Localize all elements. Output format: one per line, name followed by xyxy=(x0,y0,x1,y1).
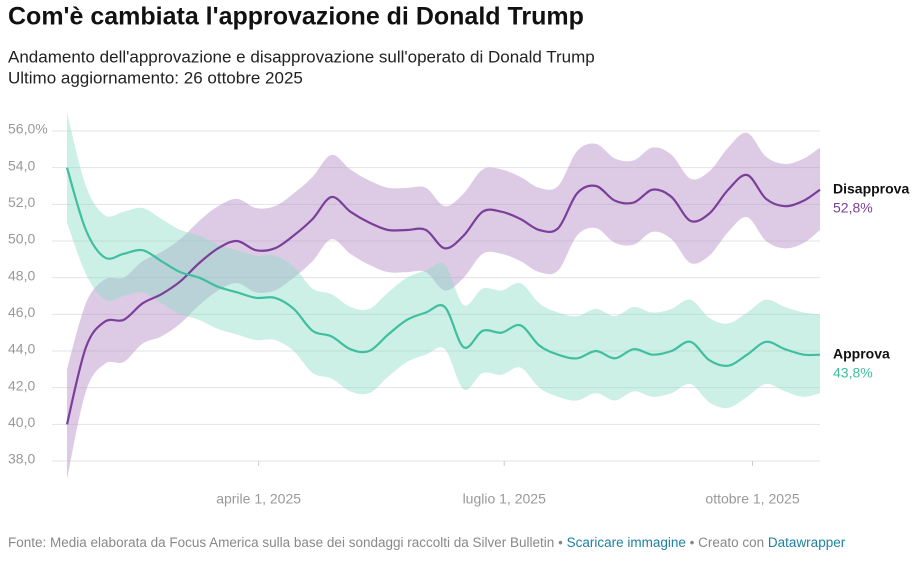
y-tick-label: 44,0 xyxy=(8,341,35,357)
chart-subtitle: Andamento dell'approvazione e disapprova… xyxy=(8,47,595,66)
confidence-band xyxy=(67,132,820,480)
confidence-band xyxy=(67,112,820,409)
x-tick-label: aprile 1, 2025 xyxy=(216,491,301,507)
separator: • xyxy=(558,535,563,550)
y-tick-label: 42,0 xyxy=(8,377,35,393)
y-tick-label: 50,0 xyxy=(8,231,35,247)
chart-title: Com'è cambiata l'approvazione di Donald … xyxy=(8,3,584,31)
y-tick-label: 56,0% xyxy=(8,121,48,137)
download-link[interactable]: Scaricare immagine xyxy=(567,535,686,550)
x-tick-label: luglio 1, 2025 xyxy=(463,491,547,507)
source-note: Fonte: Media elaborata da Focus America … xyxy=(8,535,554,550)
plot-area: 38,0 40,0 42,0 44,0 46,0 48,0 50,0 52,0 54,0 56,0… xyxy=(8,112,909,507)
end-value-label: 43,8% xyxy=(833,364,873,380)
y-tick-label: 40,0 xyxy=(8,414,35,430)
series-line xyxy=(65,173,821,425)
y-tick-label: 46,0 xyxy=(8,304,35,320)
footer: Fonte: Media elaborata da Focus America … xyxy=(8,535,846,550)
legend-label: Disapprova xyxy=(833,180,909,196)
y-tick-label: 38,0 xyxy=(8,451,35,467)
legend-label: Approva xyxy=(833,345,890,361)
series-line xyxy=(65,167,821,367)
update-note: Ultimo aggiornamento: 26 ottobre 2025 xyxy=(8,68,303,87)
end-value-label: 52,8% xyxy=(833,199,873,215)
x-tick-label: ottobre 1, 2025 xyxy=(705,491,799,507)
datawrapper-link[interactable]: Datawrapper xyxy=(768,535,846,550)
y-tick-label: 48,0 xyxy=(8,267,35,283)
y-tick-label: 52,0 xyxy=(8,194,35,210)
credit: • Creato con xyxy=(690,535,765,550)
y-tick-label: 54,0 xyxy=(8,157,35,173)
